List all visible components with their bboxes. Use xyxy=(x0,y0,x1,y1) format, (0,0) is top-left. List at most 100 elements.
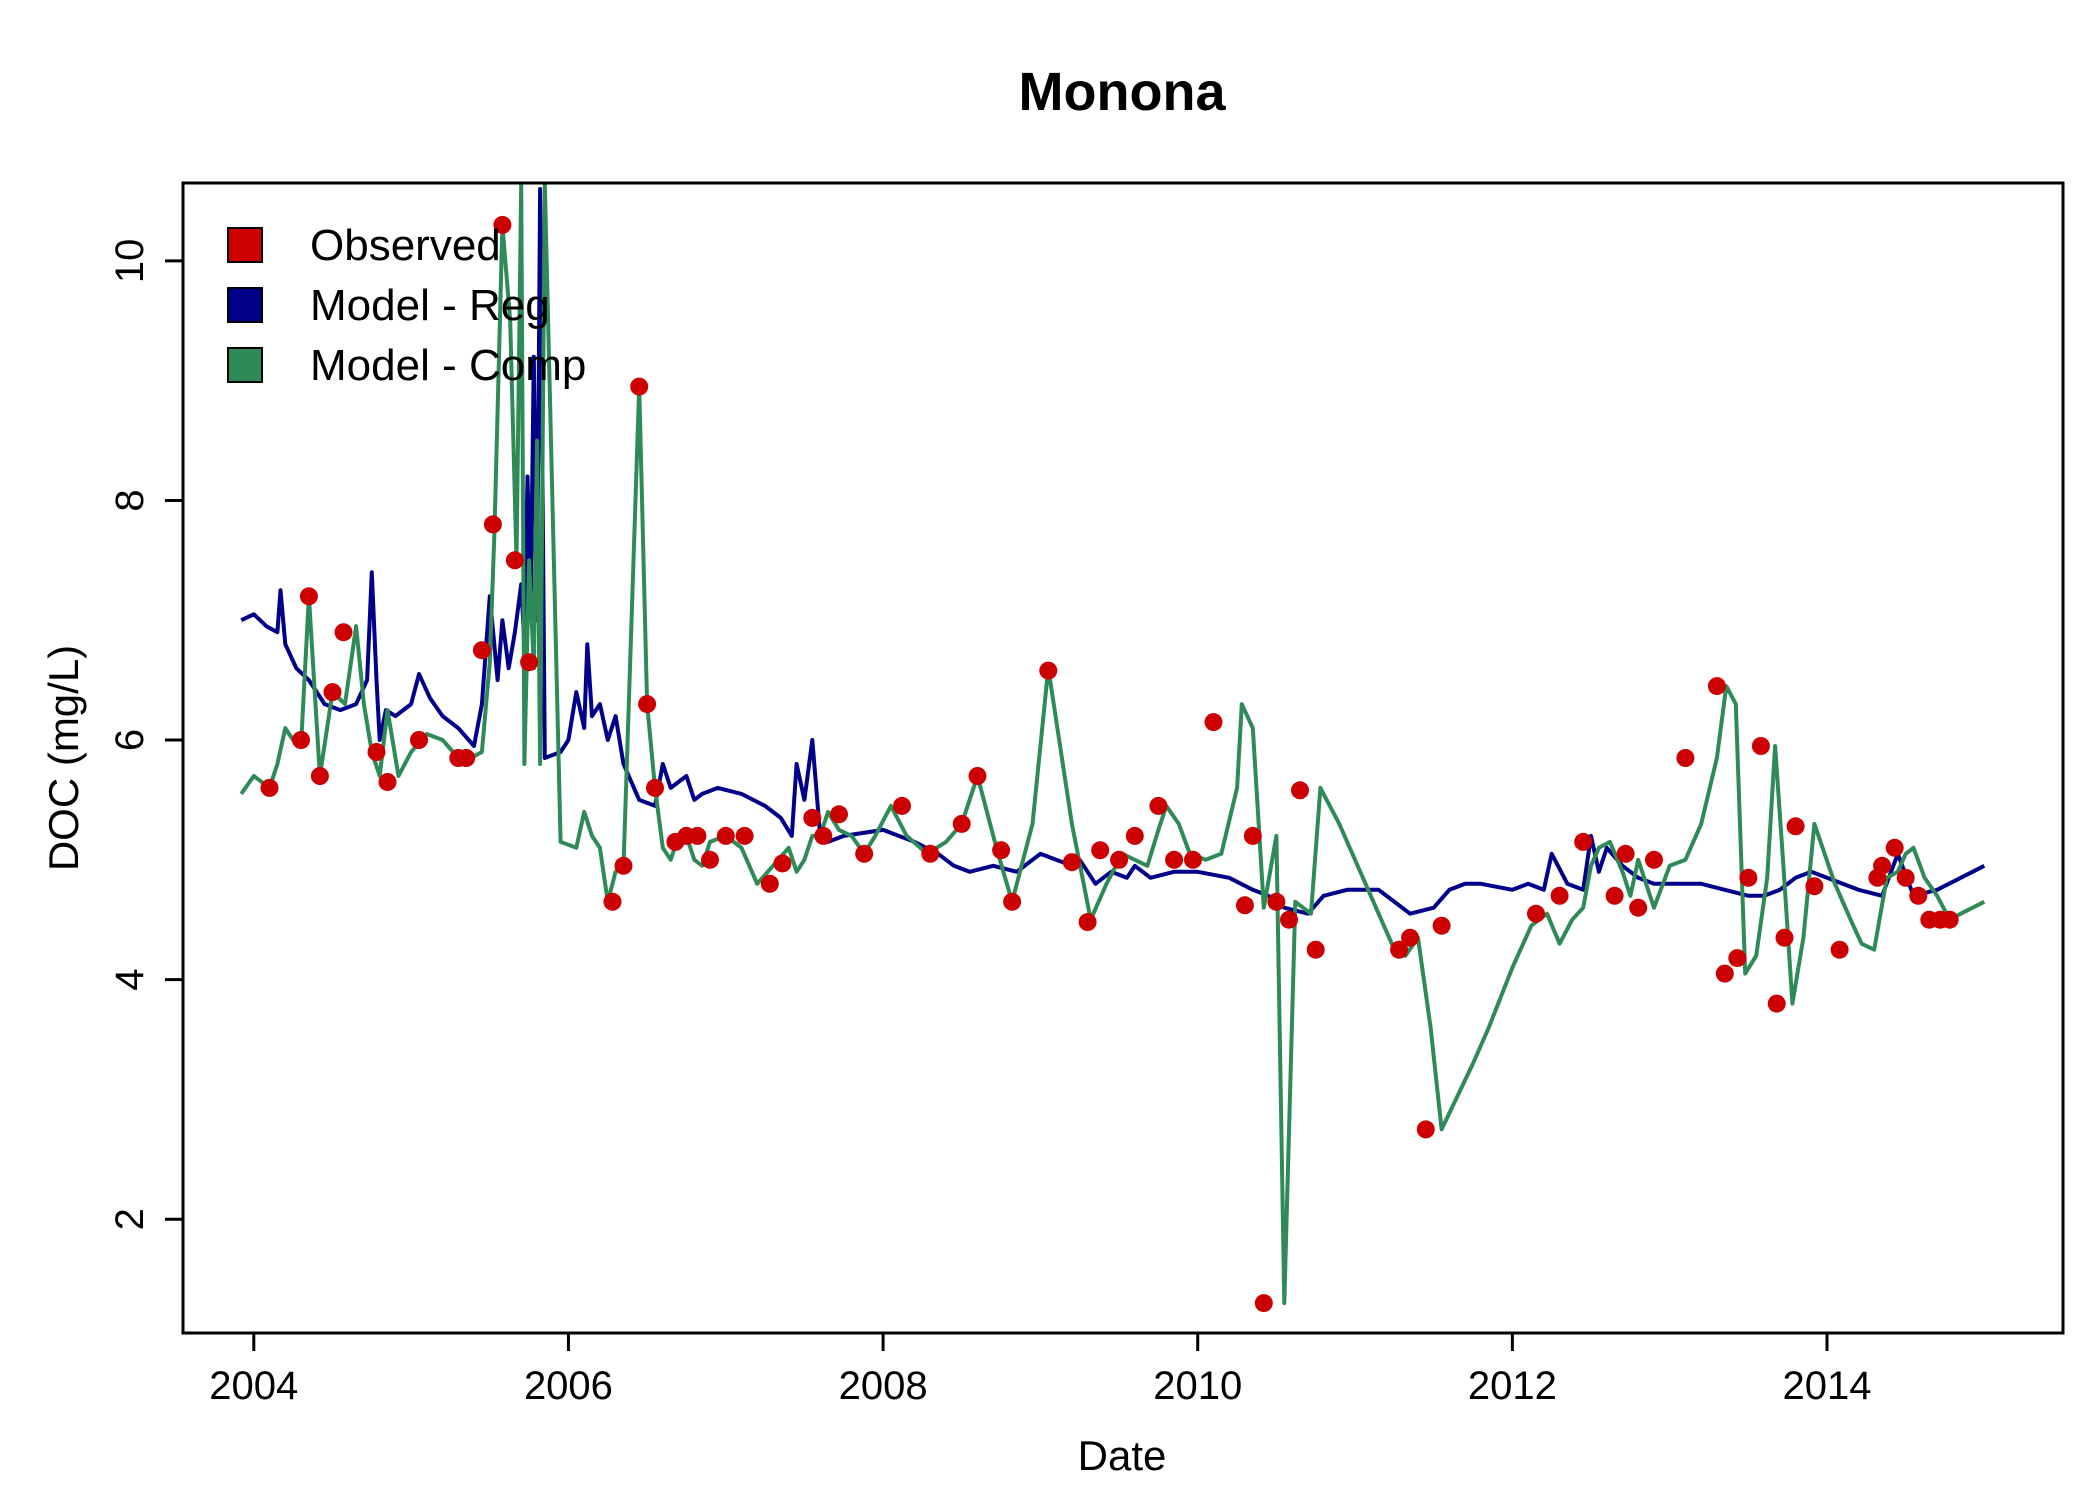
y-tick-label: 8 xyxy=(108,489,152,511)
observed-point xyxy=(1291,781,1309,800)
observed-point xyxy=(1645,850,1663,869)
observed-point xyxy=(630,377,649,396)
observed-point xyxy=(688,826,707,845)
observed-point xyxy=(1062,853,1081,872)
observed-point xyxy=(1786,817,1805,836)
observed-point xyxy=(921,844,940,863)
observed-point xyxy=(1767,994,1786,1013)
observed-point xyxy=(1830,940,1849,959)
legend-swatch xyxy=(227,287,263,323)
observed-point xyxy=(1616,844,1635,863)
observed-point xyxy=(1235,896,1254,915)
observed-point xyxy=(1280,910,1298,929)
observed-point xyxy=(334,623,353,642)
observed-point xyxy=(1739,868,1758,887)
observed-point xyxy=(1896,868,1915,887)
observed-point xyxy=(1003,892,1022,911)
y-tick-label: 2 xyxy=(108,1208,152,1230)
observed-point xyxy=(952,814,971,833)
observed-point xyxy=(483,515,502,534)
observed-point xyxy=(1775,928,1794,947)
observed-point xyxy=(472,641,491,660)
observed-point xyxy=(1432,916,1451,935)
observed-point xyxy=(457,749,476,767)
observed-point xyxy=(646,778,664,797)
observed-point xyxy=(1254,1294,1273,1313)
observed-point xyxy=(1125,826,1144,845)
observed-point xyxy=(323,683,342,702)
observed-point xyxy=(1306,940,1325,959)
x-tick-label: 2008 xyxy=(839,1364,928,1408)
observed-point xyxy=(1078,913,1097,932)
observed-point xyxy=(1267,892,1286,911)
observed-point xyxy=(968,767,987,785)
observed-point xyxy=(1605,886,1624,905)
legend-swatch xyxy=(227,227,263,263)
observed-point xyxy=(1805,877,1824,896)
x-tick-label: 2004 xyxy=(209,1364,298,1408)
observed-point xyxy=(378,773,397,791)
observed-point xyxy=(1401,928,1420,947)
observed-point xyxy=(1715,964,1734,983)
observed-point xyxy=(260,778,279,797)
legend: Observed Model - Reg Model - Comp xyxy=(227,221,586,390)
observed-point xyxy=(1390,940,1409,959)
observed-point xyxy=(1751,737,1770,755)
observed-point xyxy=(814,826,833,845)
observed-point xyxy=(773,854,792,873)
x-tick-label: 2012 xyxy=(1468,1364,1557,1408)
observed-point xyxy=(1184,850,1202,869)
observed-point xyxy=(1204,713,1223,732)
observed-point xyxy=(992,841,1011,860)
observed-point xyxy=(1574,832,1593,851)
observed-point xyxy=(493,215,512,234)
observed-point xyxy=(367,743,386,761)
x-tick-label: 2014 xyxy=(1783,1364,1872,1408)
plot-frame xyxy=(181,181,2065,1335)
y-axis-title: DOC (mg/L) xyxy=(40,645,87,871)
observed-point xyxy=(1676,749,1695,767)
observed-point xyxy=(1909,886,1928,905)
observed-point xyxy=(1110,850,1129,869)
observed-points-layer xyxy=(260,215,1959,1313)
x-axis: 2004 2006 2008 2010 2012 2014 xyxy=(209,1333,1872,1408)
observed-point xyxy=(760,874,779,893)
legend-label: Model - Reg xyxy=(310,281,550,330)
series-line-0 xyxy=(240,187,1986,916)
legend-swatch xyxy=(227,347,263,383)
observed-point xyxy=(614,856,633,875)
observed-point xyxy=(505,551,524,570)
observed-point xyxy=(701,850,719,869)
observed-point xyxy=(410,731,428,749)
x-axis-title: Date xyxy=(1078,1432,1167,1479)
observed-point xyxy=(1629,898,1648,917)
legend-label: Model - Comp xyxy=(310,341,586,390)
observed-point xyxy=(520,653,539,672)
observed-point xyxy=(1527,904,1545,923)
observed-point xyxy=(310,767,329,785)
y-tick-label: 6 xyxy=(108,729,152,751)
observed-point xyxy=(716,826,735,845)
observed-point xyxy=(638,695,657,714)
observed-point xyxy=(1873,856,1892,875)
observed-point xyxy=(1149,796,1168,815)
x-tick-label: 2006 xyxy=(524,1364,613,1408)
observed-point xyxy=(299,587,318,606)
observed-point xyxy=(603,892,622,911)
observed-point xyxy=(830,805,848,824)
y-tick-label: 10 xyxy=(108,239,152,284)
observed-point xyxy=(1728,949,1747,968)
observed-point xyxy=(893,796,911,815)
x-tick-label: 2010 xyxy=(1153,1364,1242,1408)
observed-point xyxy=(1885,838,1904,857)
observed-point xyxy=(855,844,874,863)
observed-point xyxy=(1940,910,1959,929)
observed-point xyxy=(1243,826,1262,845)
y-tick-label: 4 xyxy=(108,968,152,990)
legend-label: Observed xyxy=(310,221,501,270)
observed-point xyxy=(1707,677,1726,696)
plot-area xyxy=(239,183,1986,1313)
chart-title: Monona xyxy=(1019,62,1227,122)
observed-point xyxy=(1091,841,1110,860)
